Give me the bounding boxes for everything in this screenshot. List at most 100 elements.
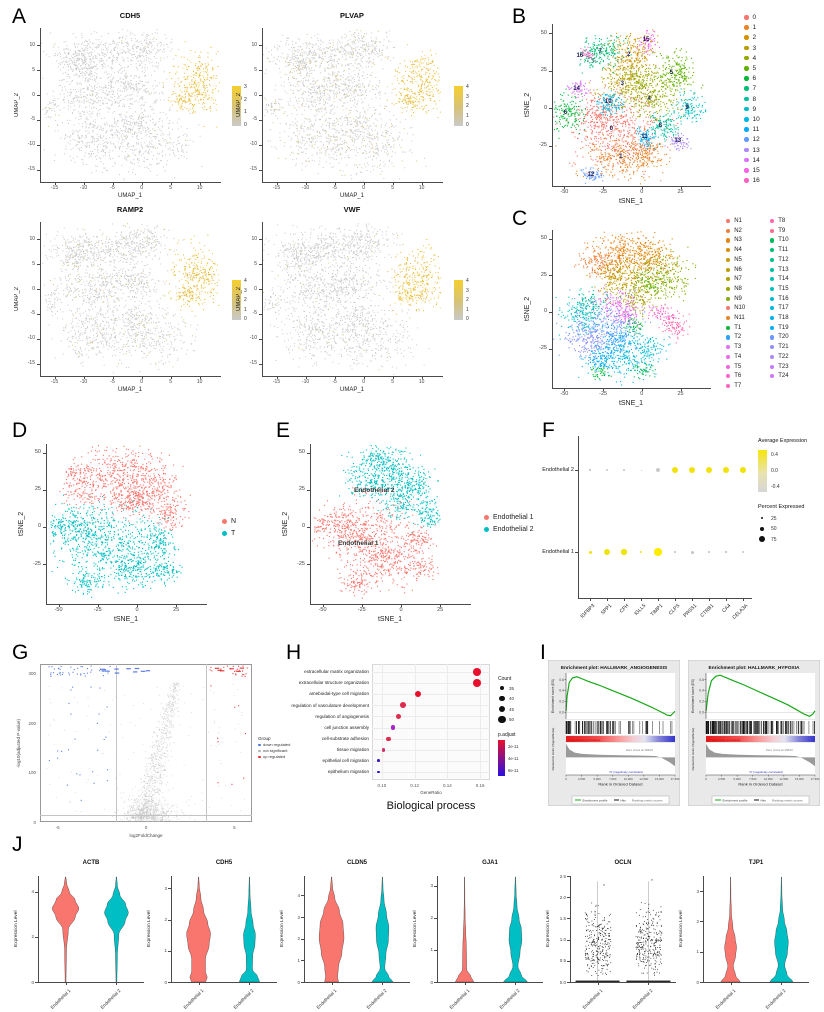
y-tick: [168, 919, 171, 921]
x-tick: [170, 376, 172, 379]
sample-legend-item-label: T23: [778, 363, 789, 370]
x-tick: [743, 598, 744, 601]
x-tick: [83, 182, 85, 185]
y-tick: [549, 238, 552, 240]
x-tick: [363, 182, 365, 185]
svg-text:Enrichment score (ES): Enrichment score (ES): [551, 679, 555, 713]
dotplot-dot: [674, 551, 676, 553]
y-tick-label: 10: [251, 235, 257, 242]
svg-text:Hits: Hits: [621, 798, 627, 802]
go-term-label: epithelial cell migration: [322, 758, 369, 764]
x-tick: [624, 598, 625, 601]
colorbar-tick-label: 3: [466, 287, 469, 294]
go-term-dot: [414, 690, 422, 698]
x-tick-label: 10: [418, 379, 425, 385]
cluster-legend-item-swatch: [744, 96, 749, 102]
x-tick: [54, 376, 56, 379]
y-tick-label: 200: [28, 720, 36, 726]
go-term-dot: [395, 713, 401, 720]
sample-legend-item-swatch: [770, 238, 775, 243]
svg-text:Zero cross at 16643: Zero cross at 16643: [766, 748, 793, 752]
sample-legend-item-swatch: [770, 277, 775, 282]
x-axis-title: log2FoldChange: [129, 833, 163, 838]
colorbar-tick-label: 0: [466, 316, 469, 322]
x-axis-line: [570, 982, 676, 983]
colorbar: [454, 86, 463, 126]
sample-legend-item-swatch: [770, 286, 775, 292]
cluster-legend-item-label: 9: [752, 105, 757, 113]
cluster-legend-item-label: 16: [752, 177, 760, 185]
sample-legend-item-swatch: [726, 257, 731, 262]
y-tick-label: -25: [33, 560, 41, 567]
y-tick-label: -15: [249, 360, 257, 367]
svg-text:Ranked list metric (Signal2Noi: Ranked list metric (Signal2Noise): [551, 728, 555, 771]
x-tick: [400, 604, 402, 607]
y-tick: [35, 936, 38, 938]
sample-legend-item-swatch: [770, 345, 775, 350]
sample-legend-item-label: T3: [734, 344, 742, 351]
y-axis-title: Expression Level: [14, 910, 19, 948]
x-tick: [641, 186, 643, 189]
x-tick-label: -5: [110, 379, 115, 385]
y-tick-label: 3: [430, 883, 433, 889]
y-tick: [549, 33, 552, 34]
y-tick: [575, 470, 578, 471]
dotplot-dot: [588, 550, 592, 554]
y-tick-label: -15: [27, 360, 35, 367]
sample-legend-item-swatch: [726, 277, 731, 282]
panel-label-A: A: [12, 5, 27, 28]
colorbar-tick-label: 4: [244, 278, 247, 284]
sample-legend-item-label: N9: [734, 295, 742, 302]
violin-category-label: Endothelial 2: [499, 988, 521, 1010]
x-tick-label: -25: [357, 607, 366, 613]
x-axis-title: tSNE_1: [618, 198, 644, 205]
y-tick-label: 2: [297, 936, 300, 942]
sample-legend-item-label: N4: [734, 247, 742, 254]
y-axis-line: [578, 436, 579, 598]
x-tick: [603, 186, 605, 189]
x-tick-label: 5: [169, 379, 173, 385]
x-axis-line: [262, 376, 443, 377]
x-tick: [112, 182, 114, 185]
cluster-legend-item-swatch: [744, 137, 749, 142]
percent-expressed-legend-title: Percent Expressed: [758, 504, 805, 510]
x-axis-title: UMAP_1: [117, 387, 142, 393]
x-tick: [176, 604, 178, 607]
x-tick-label: 5: [391, 185, 395, 191]
go-grid-hline: [372, 727, 490, 729]
sample-legend-item-label: T7: [734, 382, 742, 389]
y-tick: [307, 452, 310, 454]
y-tick-label: 25: [34, 486, 41, 493]
dotplot-dot: [722, 466, 730, 474]
y-tick: [434, 917, 437, 919]
panel-label-B: B: [512, 5, 527, 28]
x-tick: [361, 604, 363, 607]
tissue-legend-item-swatch: [222, 519, 227, 524]
x-tick-label: 25: [173, 607, 180, 613]
cluster-number-label: 8: [658, 123, 662, 130]
y-tick-label: -5: [30, 310, 35, 317]
y-tick: [37, 338, 40, 340]
x-tick: [730, 982, 732, 985]
y-tick-label: 3: [297, 914, 300, 920]
inplot-cluster-label: Endothelial 1: [338, 540, 379, 547]
y-tick: [549, 275, 552, 277]
volcano-legend-swatch: [258, 755, 261, 758]
cluster-number-label: 14: [573, 85, 580, 92]
x-tick: [680, 186, 682, 189]
x-tick-label: -10: [79, 185, 88, 191]
violin-category-label: Endothelial 1: [714, 988, 737, 1010]
go-term-dot: [386, 736, 391, 741]
cluster-number-label: 7: [598, 48, 602, 55]
feature-plot-title: RAMP2: [116, 205, 144, 214]
cluster-number-label: 13: [674, 137, 682, 144]
y-tick: [700, 921, 703, 923]
y-tick-label: 0: [37, 523, 41, 530]
cluster-legend-item-swatch: [744, 147, 749, 153]
y-tick: [567, 960, 570, 962]
cluster-number-label: 15: [642, 37, 650, 44]
y-tick: [301, 938, 304, 940]
go-grid-hline: [372, 738, 490, 740]
sample-legend-item-label: T5: [734, 363, 742, 370]
cluster-legend-item-swatch: [744, 76, 749, 81]
